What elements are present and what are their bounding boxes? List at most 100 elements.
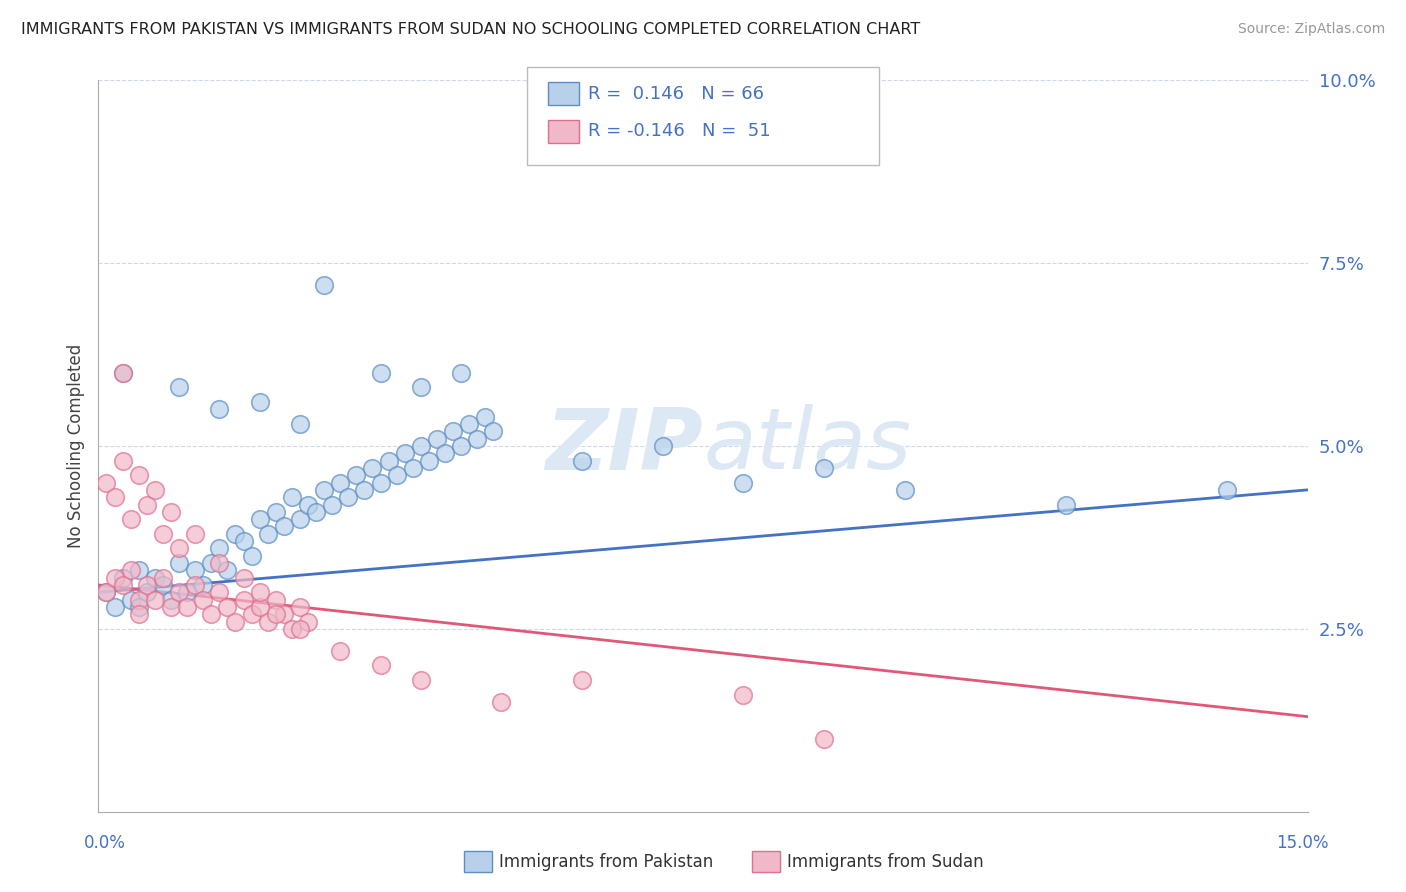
Point (111, 571, 134, 585)
Point (264, 607, 287, 622)
Point (329, 644, 352, 658)
Point (128, 563, 150, 577)
Point (193, 578, 215, 592)
Point (200, 607, 222, 622)
Point (135, 585, 157, 599)
Point (314, 483, 336, 497)
Point (249, 599, 271, 614)
Point (120, 512, 142, 526)
Point (111, 366, 134, 380)
Text: 0.0%: 0.0% (84, 834, 127, 852)
Point (160, 592, 183, 607)
Point (143, 571, 166, 585)
Point (152, 526, 174, 541)
Point (184, 578, 207, 592)
Point (337, 490, 360, 504)
Point (264, 592, 287, 607)
Point (176, 585, 198, 599)
Point (143, 483, 166, 497)
Point (297, 498, 319, 512)
Point (321, 498, 343, 512)
Point (385, 468, 408, 483)
Point (370, 475, 392, 490)
Point (167, 541, 190, 556)
Point (571, 453, 593, 467)
Point (273, 519, 295, 533)
Point (240, 607, 263, 622)
Point (143, 592, 166, 607)
Point (409, 380, 432, 394)
Point (184, 526, 207, 541)
Point (281, 622, 304, 636)
Point (128, 599, 150, 614)
Point (288, 512, 311, 526)
Point (111, 366, 134, 380)
Point (426, 432, 449, 446)
Point (135, 578, 157, 592)
Point (329, 475, 352, 490)
Point (96, 585, 118, 599)
Text: ZIP: ZIP (546, 404, 703, 488)
Point (1216, 483, 1239, 497)
Point (288, 622, 311, 636)
Point (208, 556, 231, 570)
Point (409, 673, 432, 687)
Point (813, 731, 835, 746)
Text: R = -0.146   N =  51: R = -0.146 N = 51 (588, 122, 770, 140)
Point (450, 366, 472, 380)
Point (232, 592, 254, 607)
Point (217, 563, 239, 577)
Point (128, 468, 150, 483)
Point (232, 534, 254, 549)
Point (120, 563, 142, 577)
Point (120, 592, 142, 607)
Point (441, 425, 464, 439)
Point (314, 278, 336, 293)
Point (96, 585, 118, 599)
Y-axis label: No Schooling Completed: No Schooling Completed (66, 344, 84, 548)
Text: IMMIGRANTS FROM PAKISTAN VS IMMIGRANTS FROM SUDAN NO SCHOOLING COMPLETED CORRELA: IMMIGRANTS FROM PAKISTAN VS IMMIGRANTS F… (21, 22, 921, 37)
Point (111, 453, 134, 467)
Text: Immigrants from Sudan: Immigrants from Sudan (787, 853, 984, 871)
Point (353, 483, 375, 497)
Point (458, 417, 481, 431)
Point (167, 556, 190, 570)
Point (418, 453, 440, 467)
Point (733, 688, 755, 702)
Point (297, 615, 319, 629)
Point (813, 461, 835, 475)
Point (152, 578, 174, 592)
Point (344, 468, 367, 483)
Text: R =  0.146   N = 66: R = 0.146 N = 66 (588, 85, 763, 103)
Point (651, 439, 673, 453)
Point (465, 432, 488, 446)
Point (167, 585, 190, 599)
Point (184, 563, 207, 577)
Point (103, 490, 125, 504)
Point (103, 599, 125, 614)
Point (240, 549, 263, 563)
Point (273, 607, 295, 622)
Text: 15.0%: 15.0% (1277, 834, 1329, 852)
Point (281, 490, 304, 504)
Point (167, 380, 190, 394)
Point (288, 417, 311, 431)
Text: Immigrants from Pakistan: Immigrants from Pakistan (499, 853, 713, 871)
Point (491, 695, 513, 709)
Point (256, 615, 278, 629)
Point (256, 526, 278, 541)
Point (232, 571, 254, 585)
Point (305, 505, 328, 519)
Point (160, 599, 183, 614)
Point (224, 526, 246, 541)
Point (128, 607, 150, 622)
Point (450, 439, 472, 453)
Point (128, 592, 150, 607)
Point (249, 395, 271, 409)
Point (474, 409, 496, 424)
Point (288, 599, 311, 614)
Point (224, 615, 246, 629)
Point (208, 541, 231, 556)
Point (208, 585, 231, 599)
Point (249, 585, 271, 599)
